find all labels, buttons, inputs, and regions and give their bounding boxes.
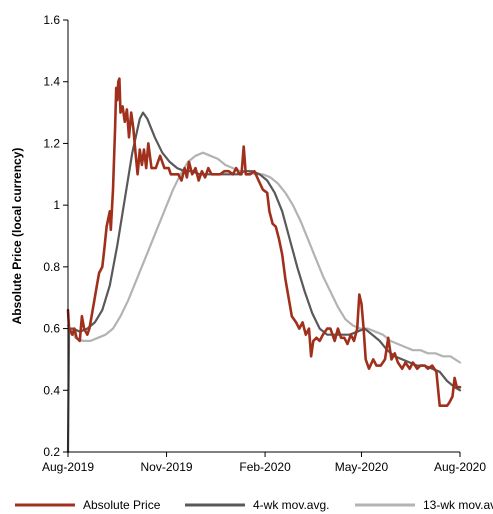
x-axis-ticks: Aug-2019 Nov-2019 Feb-2020 May-2020 Aug-2020 [42, 452, 486, 474]
series-line-absolute-price [66, 77, 462, 407]
y-tick-label: 1.2 [43, 136, 60, 150]
y-axis-ticks: 0.2 0.4 0.6 0.8 1 1.2 1.4 1.6 [43, 13, 68, 459]
y-axis-label: Absolute Price (local currency) [10, 148, 24, 325]
legend-label: 4-wk mov.avg. [253, 498, 329, 512]
series-line-13wk-mov-avg [66, 151, 462, 364]
legend-label: 13-wk mov.avg. [423, 498, 493, 512]
y-tick-label: 1.4 [43, 75, 60, 89]
y-tick-label: 0.2 [43, 445, 60, 459]
legend-label: Absolute Price [83, 498, 161, 512]
y-tick-label: 0.6 [43, 322, 60, 336]
series-layer [66, 77, 462, 454]
y-tick-label: 0.8 [43, 260, 60, 274]
x-tick-label: Aug-2020 [434, 460, 486, 474]
y-tick-label: 1 [53, 198, 60, 212]
y-tick-label: 0.4 [43, 383, 60, 397]
x-tick-label: Nov-2019 [141, 460, 193, 474]
x-tick-label: Feb-2020 [239, 460, 291, 474]
series-line-4wk-mov-avg [66, 111, 462, 454]
y-tick-label: 1.6 [43, 13, 60, 27]
legend: Absolute Price 4-wk mov.avg. 13-wk mov.avg… [15, 498, 493, 512]
x-tick-label: Aug-2019 [42, 460, 94, 474]
x-tick-label: May-2020 [335, 460, 389, 474]
